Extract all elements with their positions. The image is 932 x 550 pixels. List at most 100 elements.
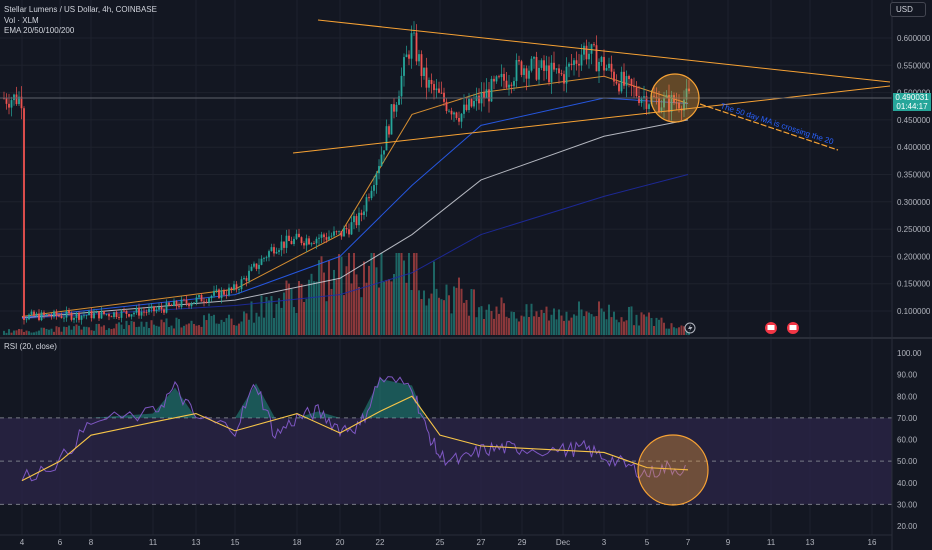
volume-bar	[578, 301, 580, 335]
volume-bar	[40, 327, 43, 335]
candle-body	[213, 290, 215, 296]
volume-bar	[280, 307, 283, 335]
volume-bar	[183, 325, 185, 335]
candle-body	[510, 84, 513, 86]
candle-body	[250, 266, 253, 271]
rsi-highlight-circle	[637, 434, 709, 506]
ema-legend[interactable]: EMA 20/50/100/200	[4, 26, 75, 35]
volume-bar	[355, 274, 358, 335]
volume-bar	[505, 316, 508, 335]
candle-body	[133, 312, 135, 315]
candle-body	[628, 76, 630, 80]
volume-bar	[553, 308, 555, 335]
candle-body	[145, 311, 148, 313]
candle-body	[350, 222, 353, 235]
volume-legend[interactable]: Vol · XLM	[4, 16, 39, 25]
volume-bar	[455, 287, 458, 335]
volume-bar	[140, 321, 143, 335]
candle-body	[573, 60, 575, 66]
volume-bar	[535, 311, 538, 335]
volume-bar	[260, 295, 263, 335]
event-flag-icon[interactable]	[787, 322, 799, 334]
candle-body	[600, 56, 603, 62]
candle-body	[448, 110, 450, 112]
price-tick-label: 0.600000	[897, 34, 931, 43]
symbol-title[interactable]: Stellar Lumens / US Dollar, 4h, COINBASE	[4, 5, 157, 14]
candle-body	[425, 67, 428, 88]
volume-bar	[608, 304, 610, 335]
volume-bar	[545, 306, 548, 335]
volume-bar	[490, 311, 493, 335]
volume-bar	[390, 281, 393, 335]
volume-bar	[45, 328, 48, 335]
candle-body	[325, 237, 328, 240]
candle-body	[48, 314, 50, 317]
candle-body	[468, 99, 470, 111]
ema-line	[21, 174, 689, 320]
candle-body	[188, 303, 190, 307]
volume-bar	[273, 317, 275, 335]
volume-bar	[618, 322, 620, 335]
volume-bar	[50, 328, 53, 335]
volume-bar	[630, 306, 633, 335]
event-flag-icon[interactable]	[765, 322, 777, 334]
volume-bar	[503, 303, 505, 335]
time-tick-label: 4	[20, 538, 25, 547]
volume-bar	[670, 323, 673, 335]
volume-bar	[250, 301, 253, 335]
volume-bar	[388, 279, 390, 335]
rsi-tick-label: 20.00	[897, 522, 918, 531]
candle-body	[75, 312, 78, 318]
highlight-circles	[637, 73, 709, 506]
volume-bar	[413, 253, 415, 335]
candle-body	[315, 238, 318, 244]
volume-bar	[423, 290, 425, 335]
lightning-icon[interactable]	[684, 322, 696, 334]
candle-body	[470, 99, 473, 107]
candle-body	[60, 316, 63, 319]
volume-bar	[310, 273, 313, 335]
volume-bar	[170, 325, 173, 335]
candle-body	[515, 60, 518, 82]
last-price-tag: 0.490031	[893, 93, 931, 102]
volume-bar	[368, 265, 370, 335]
candle-body	[595, 45, 598, 72]
candle-body	[103, 310, 105, 315]
volume-bar	[325, 301, 328, 335]
volume-bar	[168, 327, 170, 335]
volume-bar	[478, 307, 480, 335]
volume-bar	[245, 313, 248, 335]
volume-bar	[248, 319, 250, 335]
candle-body	[260, 258, 263, 265]
candle-body	[113, 312, 115, 318]
candle-body	[280, 241, 283, 251]
time-tick-label: 29	[518, 538, 527, 547]
volume-bar	[488, 304, 490, 335]
volume-bar	[415, 253, 418, 335]
volume-bar	[655, 317, 658, 335]
volume-bar	[55, 326, 58, 335]
ema-line	[21, 119, 689, 319]
rsi-legend[interactable]: RSI (20, close)	[4, 342, 57, 351]
candle-body	[683, 99, 685, 111]
candle-body	[308, 238, 310, 245]
volume-bar	[585, 311, 588, 335]
volume-bar	[410, 290, 413, 335]
candle-body	[473, 101, 475, 107]
candle-body	[523, 68, 525, 75]
time-tick-label: 9	[726, 538, 731, 547]
currency-button[interactable]: USD	[890, 2, 926, 17]
trendlines[interactable]	[0, 19, 892, 154]
time-axis[interactable]: 4 6 8 11 13 15 18 20 22 25 27 29 Dec 3 5 7 9 11 13 16	[20, 538, 877, 547]
candle-body	[358, 212, 360, 226]
candle-body	[483, 92, 485, 99]
volume-bar	[8, 329, 10, 335]
candle-body	[163, 309, 165, 313]
candle-body	[298, 233, 300, 238]
rsi-axis[interactable]: 100.00 90.00 80.00 70.00 60.00 50.00 40.00 30.0…	[897, 349, 922, 531]
time-tick-label: 13	[192, 538, 201, 547]
candle-body	[528, 70, 530, 79]
candle-body	[478, 95, 480, 104]
candle-body	[8, 103, 10, 108]
